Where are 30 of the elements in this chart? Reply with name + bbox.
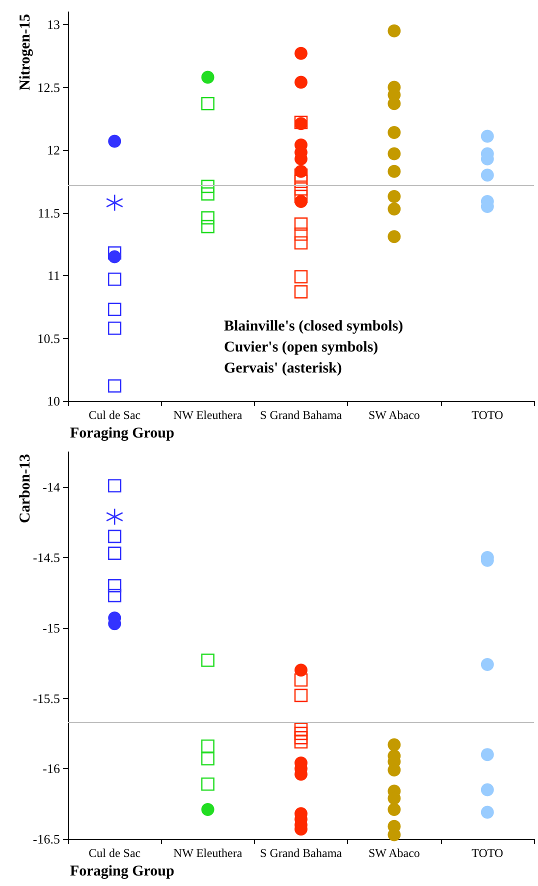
- y-tick-label: 12.5: [37, 80, 60, 95]
- x-tick-label: S Grand Bahama: [260, 846, 343, 860]
- annotation: Blainville's (closed symbols): [224, 318, 404, 334]
- x-tick-label: SW Abaco: [368, 408, 420, 422]
- x-tick-label: NW Eleuthera: [173, 408, 243, 422]
- x-axis-title: Foraging Group: [70, 426, 174, 442]
- annotation: Gervais' (asterisk): [224, 360, 342, 376]
- y-tick-label: -15.5: [32, 690, 60, 706]
- y-tick-label: 10.5: [37, 330, 60, 346]
- x-tick-label: SW Abaco: [368, 846, 420, 860]
- x-tick-label: NW Eleuthera: [173, 846, 243, 860]
- y-tick-label: 11.5: [38, 205, 60, 220]
- x-tick-label: Cul de Sac: [88, 846, 141, 860]
- y-tick-label: 10: [47, 394, 60, 408]
- y-tick-label: 12: [47, 142, 60, 158]
- y-tick-label: -15: [42, 620, 60, 636]
- y-axis-title: Carbon-13: [18, 454, 34, 524]
- y-tick-label: -14: [42, 480, 60, 495]
- y-tick-label: -16.5: [32, 832, 60, 846]
- x-axis-title: Foraging Group: [70, 864, 174, 880]
- y-axis-title: Nitrogen-15: [18, 14, 34, 90]
- x-tick-label: TOTO: [472, 408, 504, 422]
- y-tick-label: -16: [42, 761, 60, 776]
- y-tick-label: -14.5: [32, 550, 60, 566]
- annotation: Cuvier's (open symbols): [224, 340, 378, 356]
- y-tick-label: 13: [47, 17, 60, 32]
- x-tick-label: TOTO: [472, 846, 504, 860]
- x-tick-label: S Grand Bahama: [260, 408, 343, 422]
- y-tick-label: 11: [47, 268, 60, 284]
- x-tick-label: Cul de Sac: [88, 408, 141, 422]
